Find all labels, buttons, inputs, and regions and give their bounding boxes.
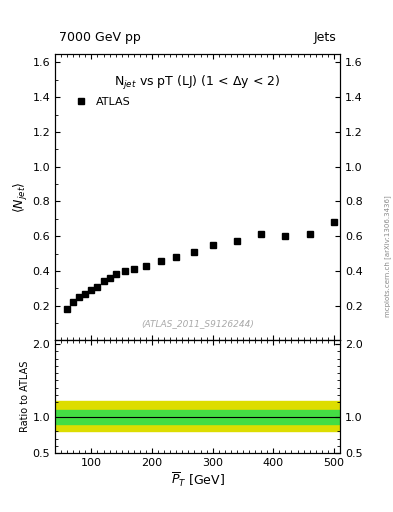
ATLAS [332, 219, 336, 225]
Y-axis label: Ratio to ATLAS: Ratio to ATLAS [20, 361, 29, 433]
Text: Jets: Jets [313, 31, 336, 44]
ATLAS [77, 294, 82, 300]
ATLAS [143, 263, 148, 269]
ATLAS [192, 249, 197, 255]
ATLAS [122, 268, 127, 274]
ATLAS [210, 242, 215, 248]
ATLAS [235, 239, 239, 245]
ATLAS [107, 275, 112, 281]
ATLAS [174, 254, 179, 260]
Text: (ATLAS_2011_S9126244): (ATLAS_2011_S9126244) [141, 319, 254, 328]
ATLAS [113, 271, 118, 278]
ATLAS [89, 287, 94, 293]
ATLAS [259, 231, 263, 238]
ATLAS [65, 306, 70, 312]
ATLAS [95, 284, 100, 290]
ATLAS [71, 299, 75, 305]
ATLAS [159, 258, 163, 264]
ATLAS [101, 279, 106, 285]
ATLAS [83, 290, 88, 296]
Text: N$_{jet}$ vs pT (LJ) (1 < Δy < 2): N$_{jet}$ vs pT (LJ) (1 < Δy < 2) [114, 74, 281, 92]
Legend: ATLAS: ATLAS [66, 94, 134, 111]
ATLAS [283, 233, 288, 239]
Y-axis label: $\langle N_{jet}\rangle$: $\langle N_{jet}\rangle$ [12, 181, 29, 213]
ATLAS [132, 266, 136, 272]
ATLAS [307, 231, 312, 238]
Text: 7000 GeV pp: 7000 GeV pp [59, 31, 141, 44]
Line: ATLAS: ATLAS [64, 220, 337, 312]
X-axis label: $\overline{P}_T$ [GeV]: $\overline{P}_T$ [GeV] [171, 471, 224, 489]
Text: mcplots.cern.ch [arXiv:1306.3436]: mcplots.cern.ch [arXiv:1306.3436] [384, 195, 391, 317]
